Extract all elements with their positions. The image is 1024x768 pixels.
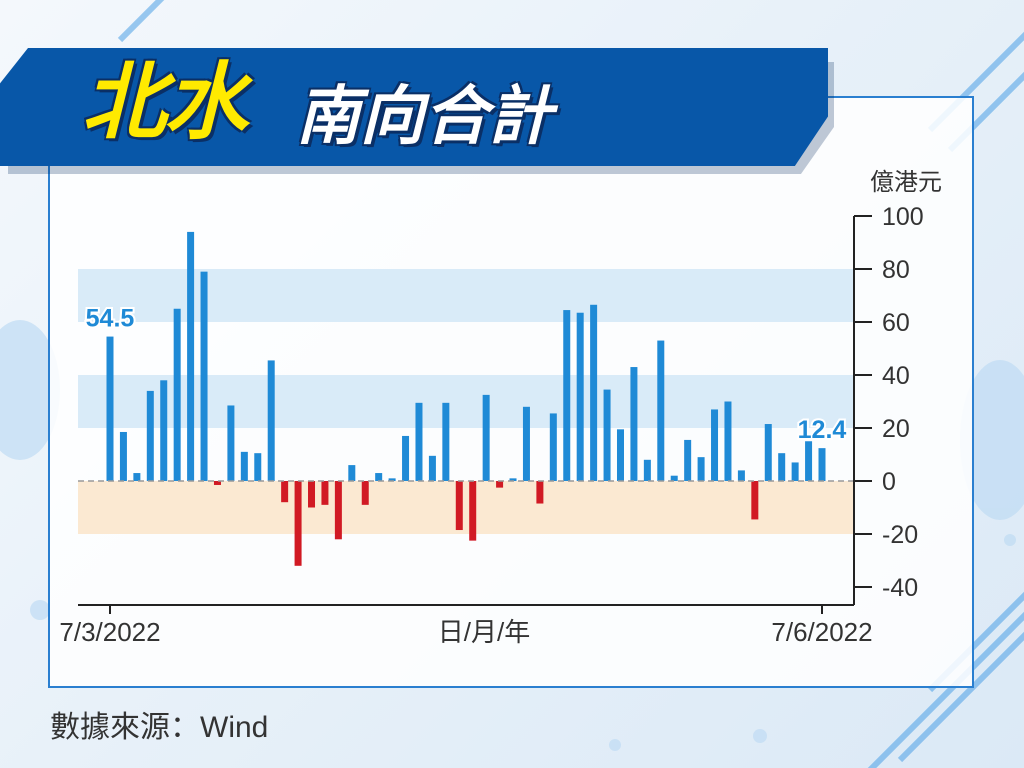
bar xyxy=(482,394,490,481)
bar xyxy=(415,402,423,481)
background-bands xyxy=(78,269,854,534)
bar xyxy=(657,340,665,481)
y-tick-label: 80 xyxy=(882,256,910,284)
bar xyxy=(187,231,195,481)
bar xyxy=(536,481,544,504)
bar xyxy=(308,481,316,508)
bar xyxy=(388,478,396,481)
bar xyxy=(402,435,410,481)
y-tick-label: 100 xyxy=(882,203,924,231)
x-tick-label: 7/3/2022 xyxy=(59,617,160,647)
band-40-20 xyxy=(78,375,854,428)
bar xyxy=(616,429,624,481)
title-sub: 南向合計 xyxy=(296,80,552,152)
y-axis: 100 80 60 40 20 0 -20 -40 xyxy=(853,203,924,605)
band-80-60 xyxy=(78,269,854,322)
y-tick-label: 40 xyxy=(882,362,910,390)
bar xyxy=(496,481,504,488)
bar xyxy=(240,451,248,481)
bar xyxy=(549,413,557,481)
bar xyxy=(361,481,369,505)
bar xyxy=(643,459,651,481)
y-tick-label: 60 xyxy=(882,309,910,337)
x-axis-label: 日/月/年 xyxy=(438,617,530,647)
bar xyxy=(200,271,208,481)
bar xyxy=(778,453,786,481)
bar xyxy=(590,304,598,481)
bar xyxy=(294,481,302,566)
bar xyxy=(442,402,450,481)
bar xyxy=(724,401,732,481)
bar xyxy=(146,390,154,481)
x-tick-label: 7/6/2022 xyxy=(771,617,872,647)
y-tick-label: -20 xyxy=(882,521,918,549)
bar xyxy=(522,406,530,481)
y-tick-label: 0 xyxy=(882,468,896,496)
x-axis: 7/3/2022 7/6/2022 xyxy=(59,604,873,647)
bar xyxy=(213,481,221,485)
bar xyxy=(684,439,692,481)
bar xyxy=(630,367,638,481)
title-banner xyxy=(0,48,828,166)
bar xyxy=(764,424,772,481)
bar xyxy=(227,405,235,481)
bar xyxy=(267,360,275,481)
bar xyxy=(173,308,181,481)
bar xyxy=(603,389,611,481)
bar xyxy=(737,470,745,481)
bar xyxy=(334,481,342,540)
bar xyxy=(469,481,477,541)
bar xyxy=(348,465,356,481)
bar xyxy=(818,448,826,481)
data-source: 數據來源：Wind xyxy=(50,711,269,744)
bar xyxy=(321,481,329,505)
bar xyxy=(670,475,678,481)
bar xyxy=(133,473,141,481)
bar xyxy=(509,478,517,481)
bar xyxy=(791,462,799,481)
water-splash-decoration xyxy=(0,320,1024,751)
value-callouts: 54.5 12.4 xyxy=(84,303,849,447)
bar xyxy=(160,380,168,481)
bar xyxy=(375,473,383,481)
band-0-minus20 xyxy=(78,481,854,534)
bar xyxy=(576,312,584,481)
bar xyxy=(254,453,262,481)
y-axis-unit-label: 億港元 xyxy=(870,169,942,196)
callout-label: 54.5 xyxy=(86,305,135,333)
bar xyxy=(281,481,289,503)
title-main: 北水 xyxy=(82,55,248,149)
bar-series xyxy=(106,231,826,566)
bar xyxy=(119,431,127,481)
bar xyxy=(711,409,719,481)
bar xyxy=(751,481,759,520)
bar xyxy=(805,441,813,481)
bar xyxy=(455,481,463,531)
callout-label: 12.4 xyxy=(798,416,847,444)
y-tick-label: 20 xyxy=(882,415,910,443)
y-tick-label: -40 xyxy=(882,574,918,602)
bar xyxy=(563,310,571,481)
bar xyxy=(428,455,436,481)
bar xyxy=(106,336,114,481)
bar xyxy=(697,457,705,481)
